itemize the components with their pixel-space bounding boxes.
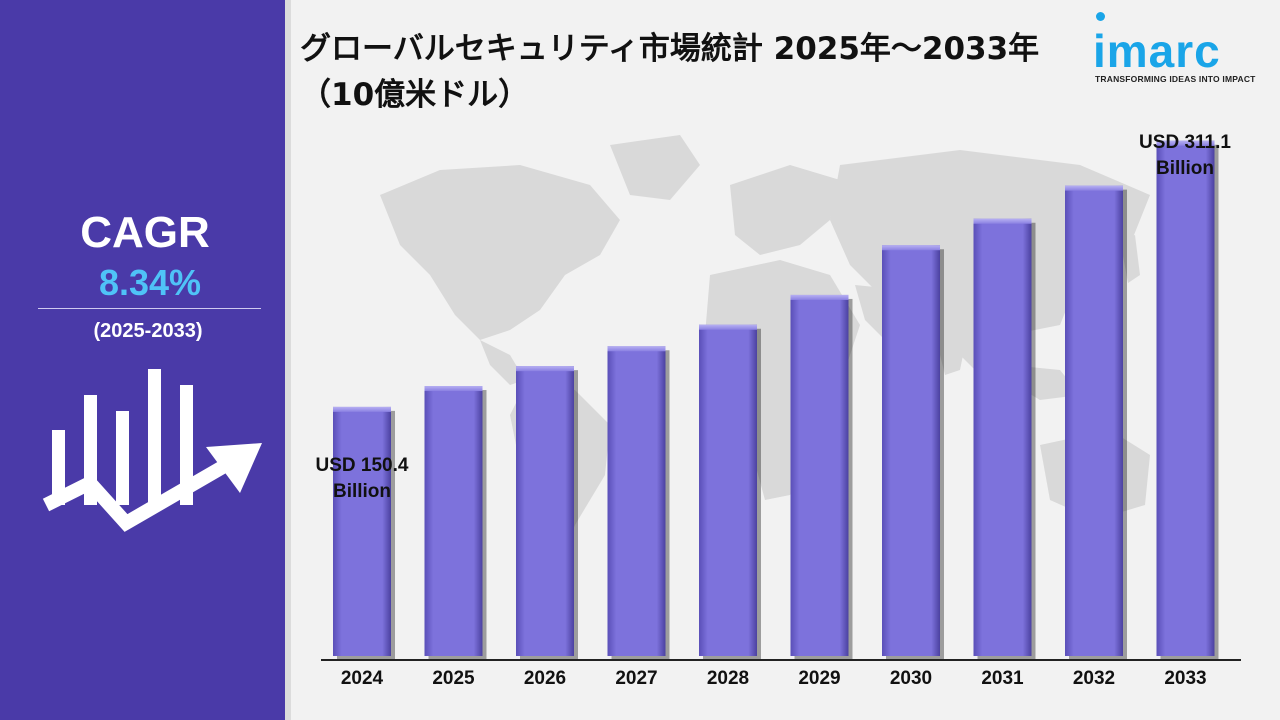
bar-cap — [333, 406, 391, 412]
bar-cap — [424, 386, 483, 392]
bar-cap — [699, 324, 757, 330]
logo-dot — [1096, 12, 1105, 21]
x-tick-2027: 2027 — [615, 668, 657, 689]
bar-chart: 2024 2025 2026 2027 2028 2029 2030 2031 2032 2033 — [321, 140, 1241, 689]
bar-cap — [973, 218, 1032, 224]
cagr-panel — [0, 0, 285, 720]
bar-2024 — [333, 406, 391, 656]
bar-cap — [607, 346, 666, 352]
bars-group — [321, 140, 1241, 661]
cagr-value: 8.34% — [98, 262, 202, 303]
bar-2026 — [516, 366, 574, 656]
x-tick-2028: 2028 — [707, 668, 749, 689]
x-tick-labels: 2024 2025 2026 2027 2028 2029 2030 2031 2032 2033 — [341, 668, 1207, 689]
bar-2033 — [1156, 140, 1215, 657]
bar-2030 — [882, 245, 940, 656]
annotation-first-value: USD 150.4 — [315, 455, 409, 476]
annotation-first: USD 150.4 Billion — [292, 453, 432, 505]
bar-2031 — [973, 218, 1032, 656]
bar-cap — [1065, 185, 1123, 191]
logo-wordmark: imarc — [1093, 25, 1221, 77]
x-tick-2030: 2030 — [890, 668, 932, 689]
imarc-logo: imarc TRANSFORMING IDEAS INTO IMPACT — [1090, 12, 1265, 92]
cagr-label: CAGR — [80, 208, 210, 257]
growth-chart-icon — [42, 369, 262, 532]
panel-divider-strip — [285, 0, 291, 720]
bar-cap — [516, 366, 574, 372]
bar-2027 — [607, 346, 666, 656]
bar-2025 — [424, 386, 483, 656]
x-tick-2024: 2024 — [341, 668, 384, 689]
annotation-last: USD 311.1 Billion — [1115, 130, 1255, 182]
x-tick-2029: 2029 — [798, 668, 840, 689]
annotation-first-unit: Billion — [332, 481, 392, 502]
annotation-last-value: USD 311.1 — [1139, 132, 1231, 153]
cagr-divider — [38, 308, 261, 309]
bar-cap — [882, 245, 940, 251]
bar-cap — [790, 294, 849, 300]
bar-2032 — [1065, 185, 1123, 656]
x-tick-2031: 2031 — [981, 668, 1024, 689]
logo-tagline: TRANSFORMING IDEAS INTO IMPACT — [1095, 74, 1256, 84]
chart-title: グローバルセキュリティ市場統計 2025年～2033年（10億米ドル） — [300, 31, 1040, 113]
x-tick-2026: 2026 — [524, 668, 566, 689]
x-tick-2032: 2032 — [1073, 668, 1115, 689]
annotation-last-unit: Billion — [1155, 158, 1215, 179]
x-tick-2025: 2025 — [432, 668, 475, 689]
bar-2029 — [790, 294, 849, 656]
bar-2028 — [699, 324, 757, 656]
x-tick-2033: 2033 — [1164, 668, 1206, 689]
bar-cap — [1156, 140, 1215, 146]
cagr-period: (2025-2033) — [93, 320, 203, 342]
